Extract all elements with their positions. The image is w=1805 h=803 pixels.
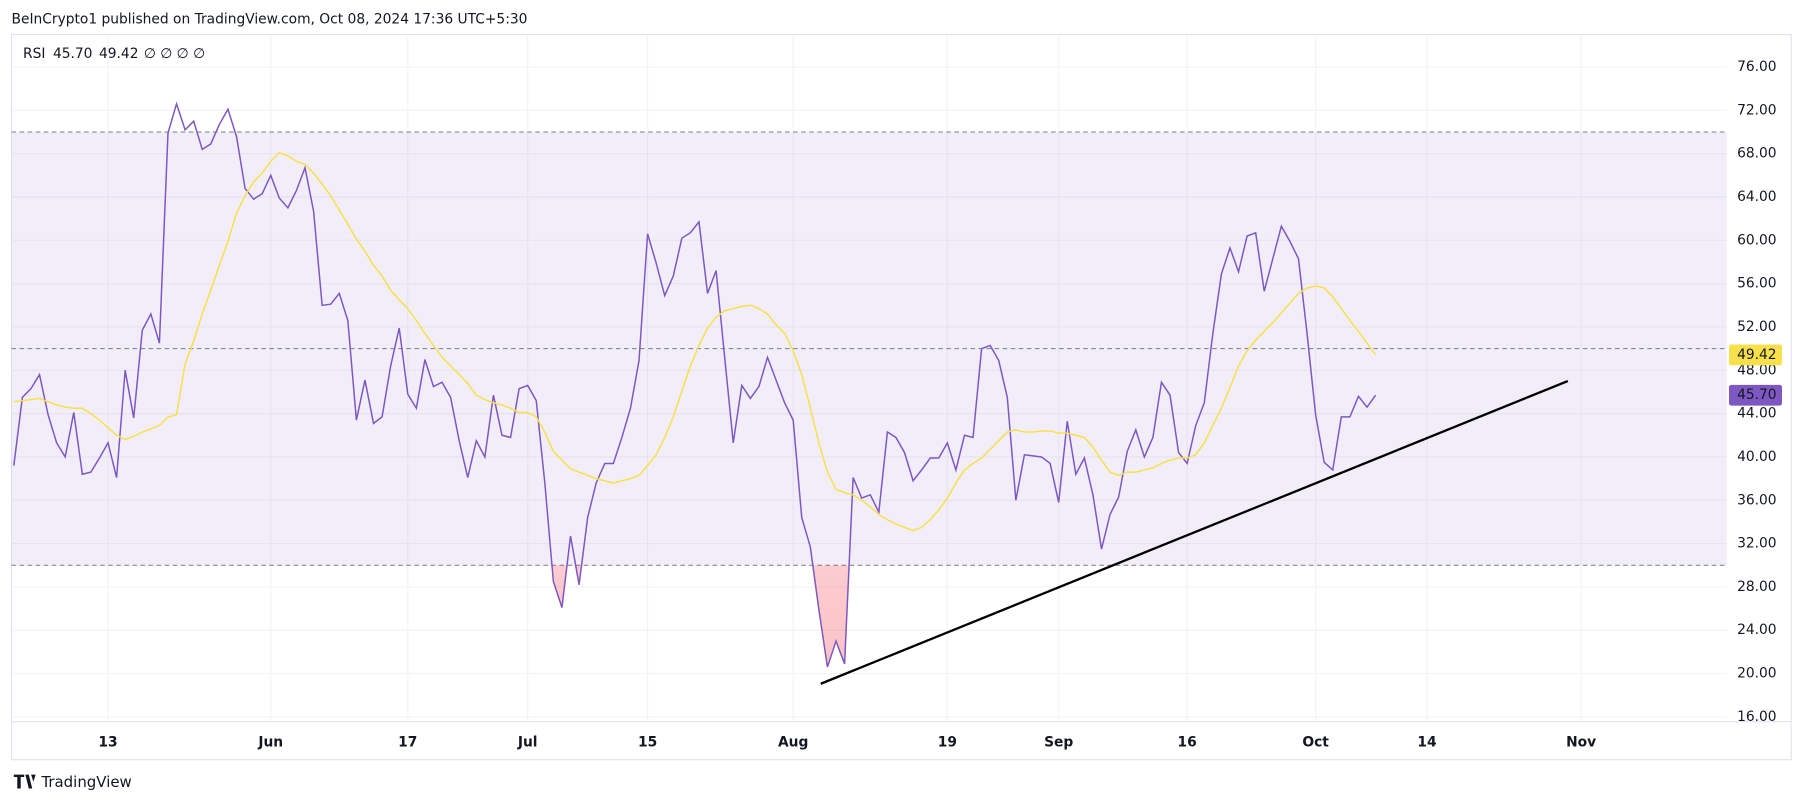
last-value-box xyxy=(1729,344,1782,366)
header: BeInCrypto1 published on TradingView.com… xyxy=(12,12,528,28)
y-tick-label: 16.00 xyxy=(1737,709,1777,725)
footer-text: TradingView xyxy=(40,773,131,791)
x-tick-label: Aug xyxy=(778,734,808,750)
legend-extra: ∅ ∅ ∅ ∅ xyxy=(144,46,205,62)
y-tick-label: 44.00 xyxy=(1737,406,1777,422)
x-tick-label: Oct xyxy=(1302,734,1329,750)
x-tick-label: Sep xyxy=(1044,734,1073,750)
x-tick-label: 14 xyxy=(1417,734,1436,750)
y-tick-label: 32.00 xyxy=(1737,536,1777,552)
x-tick-label: 15 xyxy=(638,734,657,750)
x-tick-label: 19 xyxy=(938,734,957,750)
y-tick-label: 52.00 xyxy=(1737,319,1777,335)
last-value-label: 45.70 xyxy=(1737,387,1777,403)
y-tick-label: 20.00 xyxy=(1737,666,1777,682)
bands xyxy=(11,131,1727,566)
x-tick-label: 17 xyxy=(398,734,417,750)
y-tick-label: 28.00 xyxy=(1737,579,1777,595)
axes: 16.00 20.00 24.00 28.00 32.00 36.00 40.00 44.00… xyxy=(98,59,1782,750)
trendline xyxy=(820,379,1569,685)
last-value-box xyxy=(1729,384,1782,406)
y-tick-label: 56.00 xyxy=(1737,276,1777,292)
plot xyxy=(13,101,1377,668)
legend-indicator: RSI xyxy=(23,46,45,62)
footer: TradingView xyxy=(13,773,132,791)
y-tick-label: 24.00 xyxy=(1737,622,1777,638)
legend-value: 49.42 xyxy=(99,46,139,62)
series-line xyxy=(13,101,1377,668)
y-tick-label: 60.00 xyxy=(1737,232,1777,248)
x-tick-label: Jun xyxy=(257,734,283,750)
x-tick-label: Nov xyxy=(1566,734,1596,750)
logo xyxy=(13,774,36,789)
y-tick-label: 48.00 xyxy=(1737,362,1777,378)
series-line xyxy=(13,151,1377,532)
grid xyxy=(11,34,1727,723)
x-tick-label: 13 xyxy=(98,734,117,750)
chart-frame xyxy=(10,33,1792,761)
legend: RSI 45.70 49.42 ∅ ∅ ∅ ∅ xyxy=(23,46,205,62)
x-tick-label: 16 xyxy=(1178,734,1197,750)
y-tick-label: 72.00 xyxy=(1737,102,1777,118)
last-value-label: 49.42 xyxy=(1737,347,1777,363)
y-tick-label: 68.00 xyxy=(1737,146,1777,162)
legend-value: 45.70 xyxy=(53,46,93,62)
y-tick-label: 64.00 xyxy=(1737,189,1777,205)
y-tick-label: 40.00 xyxy=(1737,449,1777,465)
y-tick-label: 76.00 xyxy=(1737,59,1777,75)
x-tick-label: Jul xyxy=(517,734,538,750)
y-tick-label: 36.00 xyxy=(1737,492,1777,508)
